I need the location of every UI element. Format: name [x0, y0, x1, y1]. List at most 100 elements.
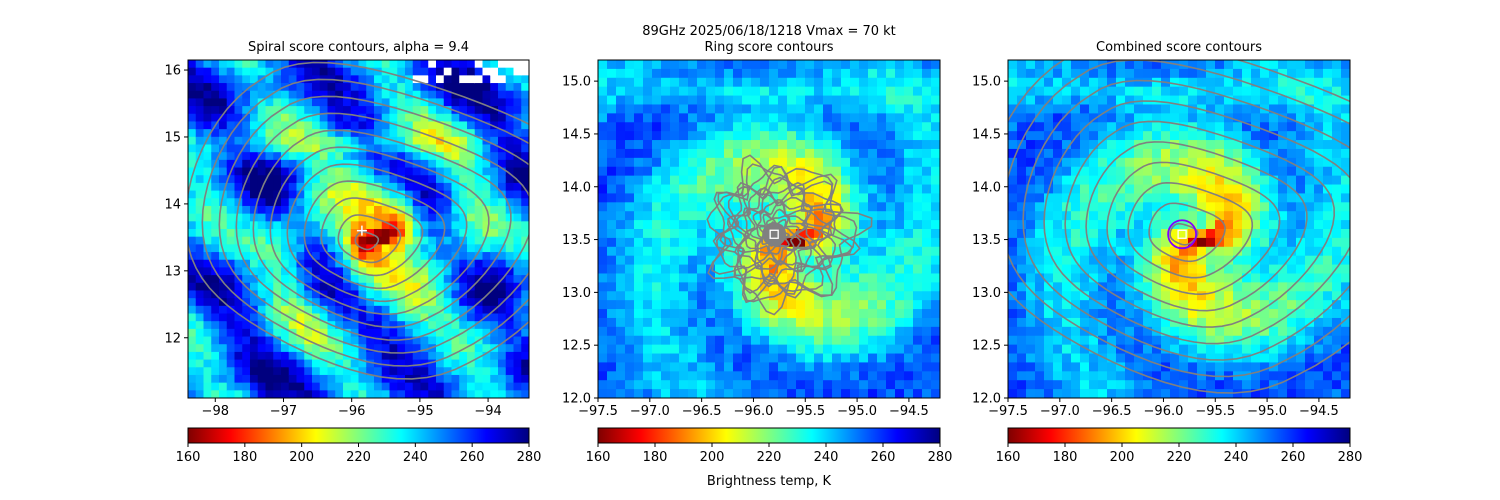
- heatmap-cell: [697, 140, 707, 150]
- heatmap-cell: [420, 182, 429, 192]
- heatmap-cell: [751, 380, 761, 390]
- contour-line: [1043, 100, 1350, 345]
- heatmap-cell: [474, 205, 484, 215]
- heatmap-cell: [195, 213, 205, 222]
- heatmap-cell: [242, 359, 251, 368]
- heatmap-cell: [697, 371, 707, 381]
- heatmap-cell: [459, 190, 468, 199]
- heatmap-cell: [412, 229, 422, 238]
- heatmap-cell: [733, 344, 743, 355]
- heatmap-cell: [688, 309, 698, 319]
- heatmap-cell: [420, 344, 429, 353]
- heatmap-cell: [895, 300, 905, 310]
- heatmap-cell: [467, 321, 476, 330]
- heatmap-cell: [389, 267, 398, 276]
- heatmap-cell: [335, 244, 344, 253]
- heatmap-cell: [688, 86, 698, 97]
- colorbar-tick-label: 160: [996, 450, 1021, 465]
- heatmap-cell: [1071, 237, 1081, 248]
- heatmap-cell: [625, 113, 635, 123]
- heatmap-cell: [661, 166, 671, 177]
- heatmap-cell: [234, 106, 243, 115]
- heatmap-cell: [467, 98, 476, 107]
- heatmap-cell: [1098, 68, 1108, 79]
- heatmap-cell: [350, 182, 360, 192]
- heatmap-cell: [1251, 229, 1261, 239]
- heatmap-cell: [841, 77, 851, 88]
- heatmap-cell: [1053, 193, 1063, 203]
- heatmap-cell: [389, 321, 398, 330]
- heatmap-cell: [474, 136, 484, 146]
- heatmap-cell: [474, 367, 484, 376]
- contour-line: [252, 129, 512, 329]
- heatmap-cell: [913, 246, 923, 257]
- heatmap-cell: [405, 98, 414, 107]
- heatmap-cell: [868, 131, 878, 141]
- heatmap-cell: [521, 328, 529, 338]
- heatmap-cell: [895, 157, 905, 168]
- heatmap-cell: [1035, 95, 1045, 106]
- heatmap-cell: [257, 90, 267, 100]
- colorbar-tick-label: 260: [460, 450, 485, 465]
- heatmap-cell: [443, 167, 453, 176]
- heatmap-cell: [335, 98, 344, 107]
- heatmap-cell: [1269, 326, 1279, 337]
- heatmap-cell: [1008, 60, 1018, 70]
- heatmap-cell: [715, 237, 725, 248]
- heatmap-cell: [188, 244, 197, 253]
- heatmap-cell: [505, 344, 515, 353]
- heatmap-cell: [1233, 122, 1243, 132]
- heatmap-cell: [886, 122, 896, 132]
- heatmap-cell: [234, 359, 243, 368]
- heatmap-cell: [1287, 273, 1297, 283]
- heatmap-cell: [281, 267, 290, 276]
- heatmap-cell: [1251, 371, 1261, 381]
- heatmap-cell: [1080, 237, 1090, 248]
- heatmap-cell: [913, 317, 923, 328]
- heatmap-cell: [652, 131, 662, 141]
- heatmap-cell: [1296, 389, 1306, 398]
- heatmap-cell: [607, 140, 617, 150]
- heatmap-cell: [226, 229, 236, 238]
- heatmap-cell: [397, 236, 406, 245]
- heatmap-cell: [281, 328, 290, 338]
- heatmap-cell: [814, 60, 824, 70]
- heatmap-cell: [742, 60, 752, 70]
- heatmap-cell: [226, 136, 236, 146]
- heatmap-cell: [688, 202, 698, 212]
- heatmap-cell: [607, 122, 617, 132]
- heatmap-cell: [428, 359, 437, 368]
- heatmap-cell: [312, 236, 321, 245]
- heatmap-cell: [778, 60, 788, 70]
- heatmap-cell: [1179, 95, 1189, 106]
- heatmap-cell: [498, 359, 507, 368]
- heatmap-cell: [1341, 371, 1350, 381]
- heatmap-cell: [405, 336, 414, 345]
- heatmap-cell: [859, 140, 869, 150]
- heatmap-cell: [420, 67, 429, 76]
- heatmap-cell: [598, 291, 608, 301]
- heatmap-cell: [1152, 291, 1162, 301]
- heatmap-cell: [1215, 309, 1225, 319]
- heatmap-cell: [1053, 77, 1063, 88]
- heatmap-cell: [482, 259, 491, 269]
- heatmap-cell: [931, 246, 940, 257]
- heatmap-cell: [188, 198, 197, 207]
- heatmap-cell: [1089, 273, 1099, 283]
- heatmap-cell: [814, 309, 824, 319]
- heatmap-cell: [1053, 68, 1063, 79]
- heatmap-cell: [661, 300, 671, 310]
- heatmap-cell: [724, 237, 734, 248]
- heatmap-cell: [490, 90, 499, 100]
- heatmap-cell: [513, 267, 522, 276]
- heatmap-cell: [1242, 353, 1252, 364]
- heatmap-cell: [1179, 291, 1189, 301]
- heatmap-cell: [1215, 255, 1225, 266]
- heatmap-cell: [751, 184, 761, 195]
- heatmap-cell: [1035, 326, 1045, 337]
- heatmap-cell: [652, 273, 662, 283]
- heatmap-cell: [670, 317, 680, 328]
- heatmap-cell: [1125, 86, 1135, 97]
- heatmap-cell: [1305, 273, 1315, 283]
- heatmap-cell: [188, 313, 197, 322]
